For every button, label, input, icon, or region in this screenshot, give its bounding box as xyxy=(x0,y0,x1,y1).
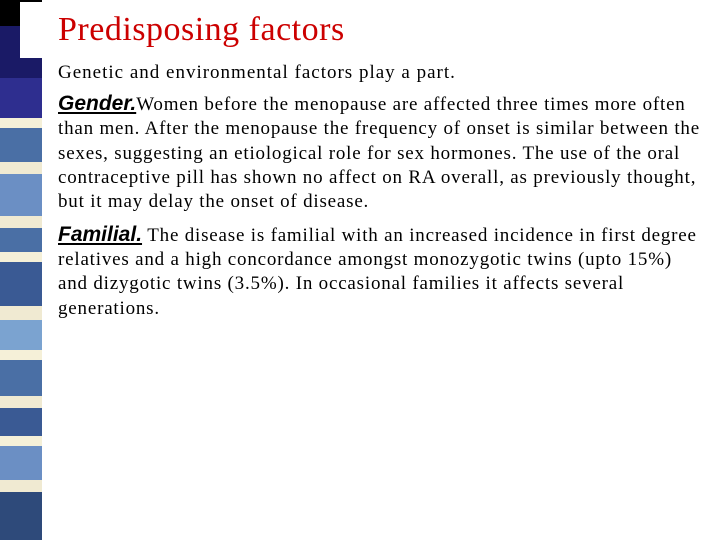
content-area: Genetic and environmental factors play a… xyxy=(58,62,702,329)
sidebar-stripe xyxy=(0,360,42,396)
sidebar-stripe xyxy=(0,216,42,228)
page-title: Predisposing factors xyxy=(58,11,345,49)
sidebar-stripe xyxy=(0,320,42,350)
title-bar: Predisposing factors xyxy=(20,2,716,58)
sidebar-stripe xyxy=(0,228,42,252)
sidebar-stripe xyxy=(0,118,42,128)
sidebar-stripe xyxy=(0,262,42,306)
intro-text: Genetic and environmental factors play a… xyxy=(58,62,702,84)
sidebar-stripe xyxy=(0,174,42,216)
sidebar-stripe xyxy=(0,350,42,360)
sidebar-stripe xyxy=(0,128,42,162)
sidebar-stripe xyxy=(0,162,42,174)
gender-section: Gender.Women before the menopause are af… xyxy=(58,92,702,215)
sidebar-stripe xyxy=(0,436,42,446)
sidebar-stripe xyxy=(0,306,42,320)
gender-body: Women before the menopause are affected … xyxy=(58,94,700,212)
sidebar-stripe xyxy=(0,492,42,540)
sidebar-stripe xyxy=(0,396,42,408)
familial-section: Familial. The disease is familial with a… xyxy=(58,223,702,321)
sidebar-stripe xyxy=(0,408,42,436)
sidebar-stripes xyxy=(0,0,42,540)
familial-body: The disease is familial with an increase… xyxy=(58,225,697,319)
sidebar-stripe xyxy=(0,480,42,492)
sidebar-stripe xyxy=(0,446,42,480)
sidebar-stripe xyxy=(0,78,42,118)
gender-label: Gender. xyxy=(58,92,136,115)
familial-label: Familial. xyxy=(58,223,142,246)
sidebar-stripe xyxy=(0,252,42,262)
